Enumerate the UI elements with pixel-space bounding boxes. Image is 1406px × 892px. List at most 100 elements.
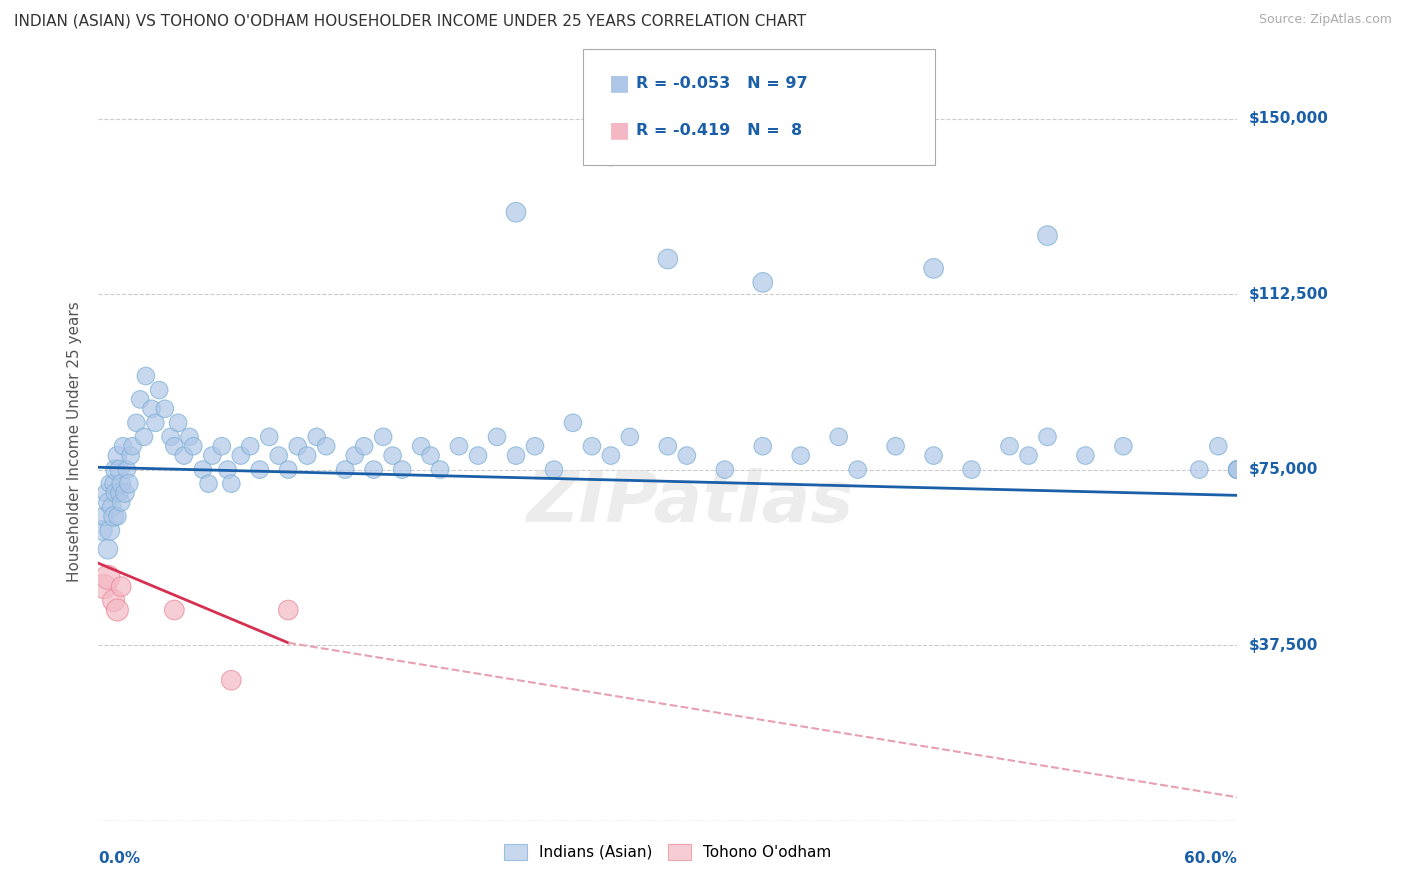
Point xyxy=(163,439,186,453)
Point xyxy=(524,439,547,453)
Text: INDIAN (ASIAN) VS TOHONO O'ODHAM HOUSEHOLDER INCOME UNDER 25 YEARS CORRELATION C: INDIAN (ASIAN) VS TOHONO O'ODHAM HOUSEHO… xyxy=(14,13,806,29)
Text: ■: ■ xyxy=(609,73,630,94)
Point xyxy=(353,439,375,453)
Text: $37,500: $37,500 xyxy=(1249,638,1317,653)
Point xyxy=(153,401,176,416)
Point xyxy=(91,524,114,538)
Point xyxy=(419,449,441,463)
Point xyxy=(411,439,433,453)
Point xyxy=(505,449,527,463)
Text: 60.0%: 60.0% xyxy=(1184,851,1237,866)
Point xyxy=(197,476,219,491)
Point xyxy=(1074,449,1097,463)
Point xyxy=(97,542,120,557)
Point xyxy=(167,416,190,430)
Text: $112,500: $112,500 xyxy=(1249,286,1329,301)
Point xyxy=(363,462,385,476)
Point xyxy=(125,416,148,430)
Point xyxy=(93,509,115,524)
Point xyxy=(145,416,167,430)
Point xyxy=(159,430,181,444)
Point xyxy=(752,439,775,453)
Point xyxy=(335,462,357,476)
Point xyxy=(315,439,337,453)
Text: $150,000: $150,000 xyxy=(1249,112,1329,126)
Point xyxy=(429,462,451,476)
Point xyxy=(108,486,131,500)
Point xyxy=(259,430,281,444)
Text: $75,000: $75,000 xyxy=(1249,462,1317,477)
Point xyxy=(201,449,224,463)
Point xyxy=(191,462,214,476)
Y-axis label: Householder Income Under 25 years: Householder Income Under 25 years xyxy=(67,301,83,582)
Text: 0.0%: 0.0% xyxy=(98,851,141,866)
Point xyxy=(129,392,152,407)
Point xyxy=(163,603,186,617)
Point xyxy=(562,416,585,430)
Point xyxy=(183,439,205,453)
Point xyxy=(1188,462,1211,476)
Point xyxy=(115,462,138,476)
Point xyxy=(486,430,509,444)
Point xyxy=(581,439,603,453)
Point xyxy=(998,439,1021,453)
Point xyxy=(107,509,129,524)
Point xyxy=(121,439,143,453)
Point xyxy=(108,462,131,476)
Point xyxy=(287,439,309,453)
Point xyxy=(249,462,271,476)
Point xyxy=(505,205,527,219)
Point xyxy=(828,430,851,444)
Point xyxy=(110,495,132,509)
Point xyxy=(1226,462,1249,476)
Point xyxy=(114,486,136,500)
Point xyxy=(277,603,299,617)
Point xyxy=(714,462,737,476)
Point xyxy=(103,593,125,607)
Point xyxy=(107,449,129,463)
Point xyxy=(657,439,679,453)
Point xyxy=(173,449,195,463)
Point xyxy=(100,500,122,514)
Point xyxy=(1226,462,1249,476)
Point xyxy=(112,439,135,453)
Point xyxy=(1036,430,1059,444)
Point xyxy=(657,252,679,266)
Point xyxy=(211,439,233,453)
Point xyxy=(97,570,120,584)
Point xyxy=(104,486,127,500)
Text: R = -0.053   N = 97: R = -0.053 N = 97 xyxy=(636,76,807,91)
Point xyxy=(1226,462,1249,476)
Point xyxy=(277,462,299,476)
Point xyxy=(790,449,813,463)
Point xyxy=(135,369,157,384)
Point xyxy=(97,495,120,509)
Point xyxy=(922,261,945,276)
Point xyxy=(148,383,170,397)
Point xyxy=(110,476,132,491)
Point xyxy=(467,449,489,463)
Point xyxy=(297,449,319,463)
Point xyxy=(543,462,565,476)
Point xyxy=(98,524,121,538)
Point xyxy=(391,462,413,476)
Point xyxy=(449,439,471,453)
Point xyxy=(107,603,129,617)
Point xyxy=(221,673,243,688)
Point xyxy=(132,430,155,444)
Point xyxy=(960,462,983,476)
Point xyxy=(221,476,243,491)
Point xyxy=(104,462,127,476)
Point xyxy=(381,449,404,463)
Point xyxy=(1036,228,1059,243)
Point xyxy=(371,430,394,444)
Point xyxy=(343,449,366,463)
Point xyxy=(305,430,328,444)
Point xyxy=(93,580,115,594)
Point xyxy=(1226,462,1249,476)
Point xyxy=(141,401,163,416)
Point xyxy=(600,149,623,163)
Point xyxy=(103,509,125,524)
Point xyxy=(1112,439,1135,453)
Text: Source: ZipAtlas.com: Source: ZipAtlas.com xyxy=(1258,13,1392,27)
